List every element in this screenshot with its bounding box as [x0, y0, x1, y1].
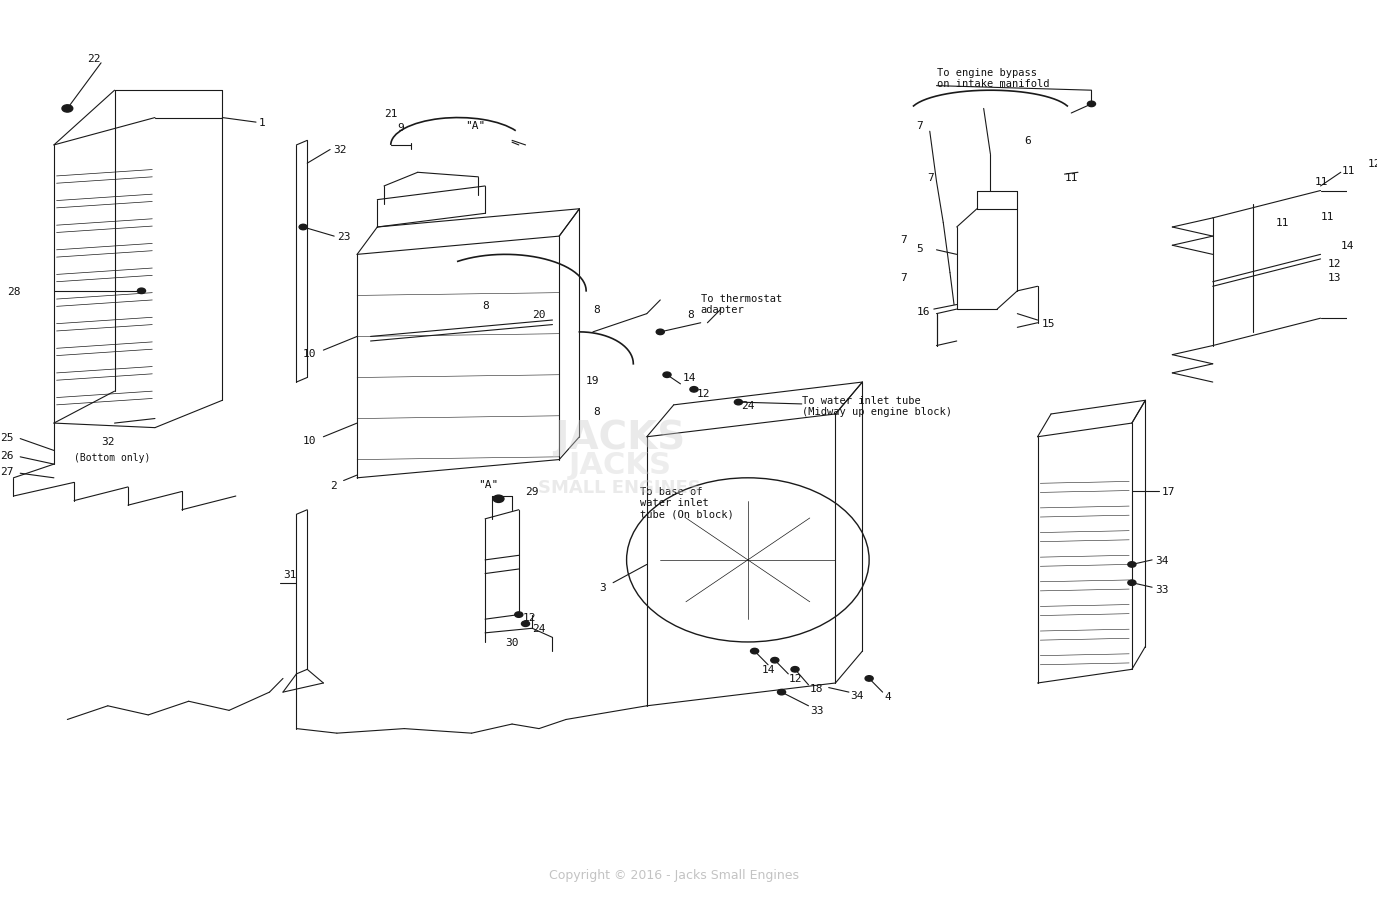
Circle shape — [1128, 580, 1136, 586]
Text: To base of: To base of — [640, 487, 702, 496]
Text: 11: 11 — [1315, 178, 1329, 187]
Text: Copyright © 2016 - Jacks Small Engines: Copyright © 2016 - Jacks Small Engines — [549, 868, 799, 881]
Text: JACKS: JACKS — [554, 418, 686, 456]
Text: 32: 32 — [101, 437, 114, 446]
Text: 5: 5 — [916, 244, 923, 253]
Text: 33: 33 — [1155, 585, 1168, 594]
Text: JACKS: JACKS — [569, 450, 672, 479]
Circle shape — [662, 373, 671, 378]
Text: 10: 10 — [303, 349, 317, 358]
Text: 10: 10 — [303, 436, 317, 445]
Text: 25: 25 — [0, 433, 14, 442]
Text: 24: 24 — [741, 401, 755, 410]
Text: 20: 20 — [533, 310, 545, 319]
Text: 3: 3 — [599, 583, 606, 592]
Text: SMALL ENGINES: SMALL ENGINES — [538, 478, 701, 496]
Text: 26: 26 — [0, 451, 14, 460]
Text: on intake manifold: on intake manifold — [936, 79, 1049, 88]
Circle shape — [1088, 102, 1096, 107]
Text: 2: 2 — [330, 481, 337, 490]
Text: 16: 16 — [916, 307, 929, 316]
Text: To water inlet tube: To water inlet tube — [801, 396, 920, 405]
Circle shape — [138, 289, 146, 294]
Circle shape — [657, 330, 664, 335]
Text: 24: 24 — [533, 624, 545, 633]
Text: (Midway up engine block): (Midway up engine block) — [801, 407, 952, 416]
Circle shape — [493, 496, 504, 503]
Text: "A": "A" — [478, 480, 498, 489]
Circle shape — [690, 387, 698, 393]
Text: 8: 8 — [593, 407, 599, 416]
Text: adapter: adapter — [701, 305, 745, 314]
Text: 8: 8 — [482, 301, 489, 310]
Text: 30: 30 — [505, 638, 519, 647]
Text: 11: 11 — [1276, 219, 1290, 228]
Text: 14: 14 — [683, 374, 697, 383]
Text: 11: 11 — [1343, 167, 1355, 176]
Text: 8: 8 — [687, 310, 694, 319]
Text: 1: 1 — [259, 118, 266, 128]
Text: 18: 18 — [810, 684, 823, 693]
Text: 27: 27 — [0, 467, 14, 476]
Text: tube (On block): tube (On block) — [640, 509, 734, 518]
Text: 33: 33 — [810, 706, 823, 715]
Text: 19: 19 — [587, 376, 599, 385]
Circle shape — [299, 225, 307, 230]
Text: 7: 7 — [927, 173, 934, 182]
Text: 14: 14 — [1341, 241, 1354, 251]
Text: 13: 13 — [1327, 273, 1341, 282]
Text: 12: 12 — [1327, 260, 1341, 269]
Text: 32: 32 — [333, 146, 347, 155]
Text: 31: 31 — [282, 569, 296, 578]
Text: 9: 9 — [398, 123, 405, 132]
Circle shape — [734, 400, 742, 405]
Circle shape — [790, 667, 799, 672]
Text: 34: 34 — [1155, 556, 1168, 565]
Text: (Bottom only): (Bottom only) — [74, 453, 150, 462]
Circle shape — [750, 649, 759, 654]
Text: 7: 7 — [901, 235, 907, 244]
Circle shape — [771, 658, 779, 663]
Circle shape — [515, 612, 523, 618]
Text: 17: 17 — [1162, 487, 1175, 496]
Text: To thermostat: To thermostat — [701, 294, 782, 303]
Text: 7: 7 — [916, 121, 923, 130]
Text: "A": "A" — [465, 121, 485, 130]
Text: 8: 8 — [593, 305, 599, 314]
Text: To engine bypass: To engine bypass — [936, 68, 1037, 77]
Circle shape — [865, 676, 873, 681]
Text: 11: 11 — [1321, 212, 1334, 221]
Circle shape — [62, 106, 73, 113]
Circle shape — [778, 690, 786, 695]
Text: 34: 34 — [850, 691, 863, 700]
Circle shape — [1128, 562, 1136, 568]
Text: water inlet: water inlet — [640, 498, 709, 507]
Text: 15: 15 — [1041, 319, 1055, 328]
Text: 11: 11 — [1064, 173, 1078, 182]
Text: 21: 21 — [384, 109, 398, 118]
Text: 7: 7 — [901, 273, 907, 282]
Circle shape — [522, 621, 530, 627]
Text: 14: 14 — [761, 665, 775, 674]
Text: 28: 28 — [7, 287, 21, 296]
Text: 22: 22 — [88, 55, 101, 64]
Text: 12: 12 — [697, 389, 711, 398]
Text: 23: 23 — [337, 232, 350, 241]
Text: 29: 29 — [526, 487, 538, 496]
Text: 12: 12 — [788, 674, 801, 683]
Text: 4: 4 — [884, 691, 891, 701]
Text: 12: 12 — [523, 613, 536, 622]
Text: 12: 12 — [1367, 159, 1377, 169]
Text: 6: 6 — [1024, 137, 1031, 146]
